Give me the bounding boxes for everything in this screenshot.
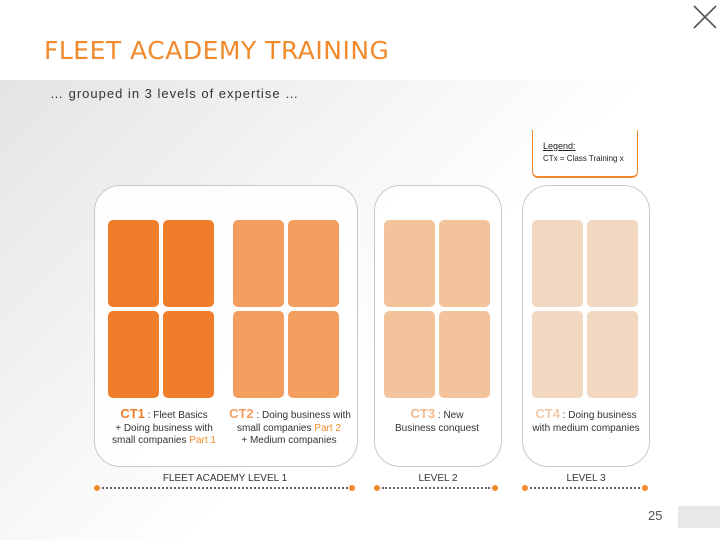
ct4-tile: [532, 220, 583, 307]
ct1-desc-text: small companies: [112, 435, 190, 446]
level-3-line: [530, 487, 640, 489]
level-1-line: [102, 487, 348, 489]
legend-title: Legend:: [543, 141, 576, 151]
ct3-tile: [439, 220, 490, 307]
close-icon[interactable]: [692, 4, 718, 30]
level-1-label: FLEET ACADEMY LEVEL 1: [162, 473, 288, 484]
ct1-label: CT1 : Fleet Basics: [104, 406, 224, 421]
ct1-description: + Doing business with small companies Pa…: [100, 423, 228, 447]
ct2-description: small companies Part 2 + Medium companie…: [226, 423, 352, 447]
ct4-code: CT4: [535, 406, 560, 421]
ct1-tile: [108, 311, 159, 398]
legend-text: CTx = Class Training x: [543, 154, 624, 163]
ct4-tile: [587, 220, 638, 307]
ct1-name: : Fleet Basics: [147, 410, 208, 421]
ct4-description: with medium companies: [520, 423, 652, 435]
page-subtitle: … grouped in 3 levels of expertise …: [50, 86, 300, 101]
ct4-label: CT4 : Doing business: [526, 406, 646, 421]
ct2-tile: [288, 220, 339, 307]
ct1-desc-line1: + Doing business with: [115, 423, 213, 434]
ct2-desc-line2: + Medium companies: [241, 435, 337, 446]
ct3-code: CT3: [410, 406, 436, 421]
ct1-tile: [108, 220, 159, 307]
ct2-desc-text: small companies: [237, 423, 315, 434]
page-number-box: [678, 506, 720, 528]
ct3-description: Business conquest: [378, 423, 496, 435]
ct2-name: : Doing business with: [256, 410, 351, 421]
ct2-tile: [288, 311, 339, 398]
level-2-label: LEVEL 2: [418, 473, 458, 484]
level-1-end-dot: [349, 485, 355, 491]
level-1-start-dot: [94, 485, 100, 491]
ct1-tile: [163, 220, 214, 307]
ct4-tile: [587, 311, 638, 398]
level-3-label: LEVEL 3: [566, 473, 606, 484]
level-2-start-dot: [374, 485, 380, 491]
level-2-end-dot: [492, 485, 498, 491]
ct3-tile: [384, 311, 435, 398]
ct2-desc-line1: small companies Part 2: [226, 423, 352, 435]
ct4-desc-line1: with medium companies: [532, 423, 640, 434]
ct2-tile: [233, 311, 284, 398]
ct1-desc-highlight: Part 1: [189, 435, 216, 446]
ct4-name: : Doing business: [562, 410, 637, 421]
ct1-code: CT1: [120, 406, 145, 421]
level-3-start-dot: [522, 485, 528, 491]
page-title: FLEET ACADEMY TRAINING: [44, 36, 390, 65]
ct1-tile: [163, 311, 214, 398]
ct3-desc-line1: Business conquest: [395, 423, 479, 434]
page-number: 25: [648, 508, 663, 523]
ct2-code: CT2: [229, 406, 254, 421]
level-3-end-dot: [642, 485, 648, 491]
ct3-tile: [439, 311, 490, 398]
ct2-label: CT2 : Doing business with: [222, 406, 358, 421]
level-2-line: [382, 487, 490, 489]
ct1-desc-line2: small companies Part 1: [100, 435, 228, 447]
ct3-tile: [384, 220, 435, 307]
ct4-tile: [532, 311, 583, 398]
legend-box: Legend: CTx = Class Training x: [532, 130, 638, 178]
ct3-name: : New: [437, 410, 464, 421]
ct2-tile: [233, 220, 284, 307]
ct3-label: CT3 : New: [378, 406, 496, 421]
ct2-desc-highlight: Part 2: [314, 423, 341, 434]
